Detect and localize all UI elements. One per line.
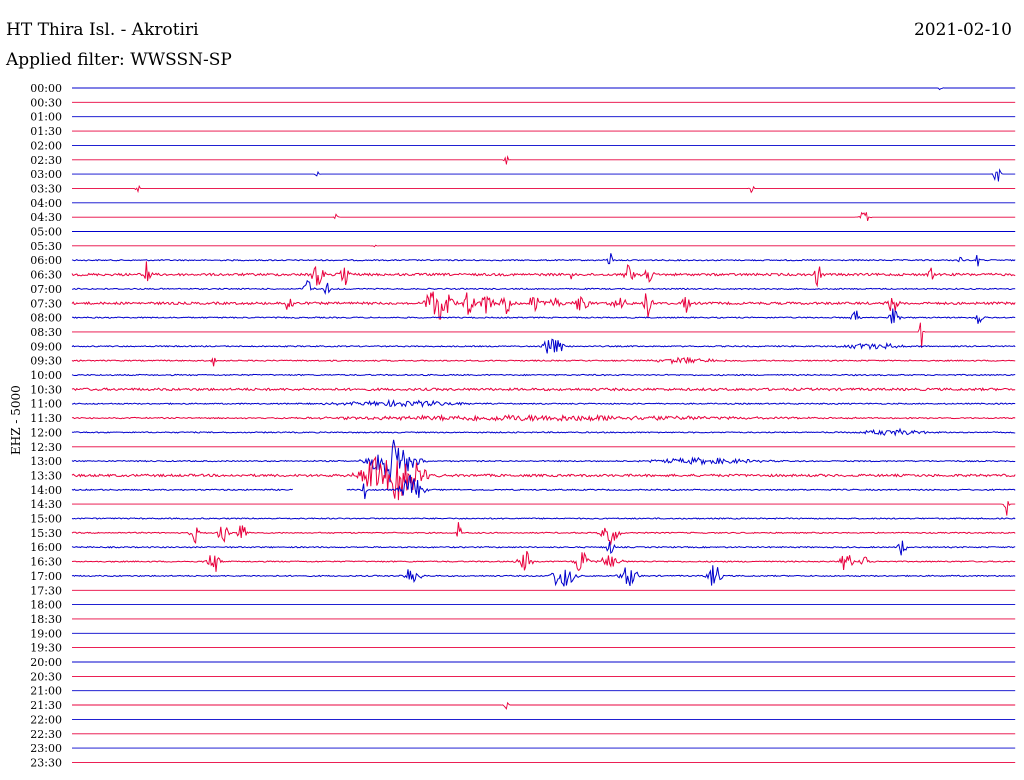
time-label-0430: 04:30 bbox=[30, 211, 62, 224]
time-label-1400: 14:00 bbox=[30, 484, 62, 497]
time-label-2130: 21:30 bbox=[30, 699, 62, 712]
time-label-0800: 08:00 bbox=[30, 312, 62, 325]
time-label-1830: 18:30 bbox=[30, 613, 62, 626]
trace-1700 bbox=[71, 565, 1016, 587]
trace-0300 bbox=[72, 168, 1016, 182]
time-label-0300: 03:00 bbox=[30, 168, 62, 181]
time-label-0000: 00:00 bbox=[30, 82, 62, 95]
time-label-0700: 07:00 bbox=[30, 283, 62, 296]
time-label-2030: 20:30 bbox=[30, 670, 62, 683]
trace-0330 bbox=[72, 184, 1016, 194]
trace-0230 bbox=[72, 155, 1016, 165]
trace-0700 bbox=[71, 279, 1016, 295]
time-label-2000: 20:00 bbox=[30, 656, 62, 669]
time-label-2330: 23:30 bbox=[30, 756, 62, 769]
time-label-0400: 04:00 bbox=[30, 197, 62, 210]
trace-0900 bbox=[71, 338, 1016, 354]
time-label-1900: 19:00 bbox=[30, 627, 62, 640]
time-label-2200: 22:00 bbox=[30, 713, 62, 726]
station-title: HT Thira Isl. - Akrotiri bbox=[6, 20, 199, 40]
time-label-0200: 02:00 bbox=[30, 139, 62, 152]
time-label-1730: 17:30 bbox=[30, 584, 62, 597]
time-label-0600: 06:00 bbox=[30, 254, 62, 267]
trace-2130 bbox=[72, 701, 1016, 710]
time-label-0330: 03:30 bbox=[30, 182, 62, 195]
trace-0630 bbox=[71, 261, 1016, 288]
trace-1200 bbox=[71, 427, 1016, 437]
trace-1630 bbox=[71, 550, 1016, 572]
trace-0930 bbox=[71, 356, 1016, 367]
time-label-0730: 07:30 bbox=[30, 297, 62, 310]
time-label-0830: 08:30 bbox=[30, 326, 62, 339]
time-label-1300: 13:00 bbox=[30, 455, 62, 468]
time-label-2300: 23:00 bbox=[30, 742, 62, 755]
time-label-0030: 00:30 bbox=[30, 96, 62, 109]
trace-0430 bbox=[72, 211, 1016, 222]
trace-1500 bbox=[71, 517, 1016, 520]
time-label-1100: 11:00 bbox=[30, 398, 62, 411]
trace-0000 bbox=[72, 87, 1016, 91]
trace-1430 bbox=[72, 501, 1016, 516]
time-label-0230: 02:30 bbox=[30, 154, 62, 167]
time-label-0130: 01:30 bbox=[30, 125, 62, 138]
time-label-1530: 15:30 bbox=[30, 527, 62, 540]
time-label-1700: 17:00 bbox=[30, 570, 62, 583]
time-label-2100: 21:00 bbox=[30, 685, 62, 698]
trace-0600 bbox=[71, 253, 1016, 267]
time-label-1930: 19:30 bbox=[30, 642, 62, 655]
trace-1030 bbox=[71, 387, 1016, 392]
time-label-1000: 10:00 bbox=[30, 369, 62, 382]
trace-1600 bbox=[71, 540, 1016, 556]
trace-0530 bbox=[72, 244, 1016, 248]
time-label-1130: 11:30 bbox=[30, 412, 62, 425]
time-label-1030: 10:30 bbox=[30, 383, 62, 396]
time-label-0530: 05:30 bbox=[30, 240, 62, 253]
trace-1400 bbox=[71, 474, 1016, 500]
time-label-0630: 06:30 bbox=[30, 269, 62, 282]
time-label-1430: 14:30 bbox=[30, 498, 62, 511]
time-label-1600: 16:00 bbox=[30, 541, 62, 554]
time-label-1800: 18:00 bbox=[30, 599, 62, 612]
date-label: 2021-02-10 bbox=[913, 20, 1012, 40]
trace-1000 bbox=[71, 373, 1016, 377]
filter-label: Applied filter: WWSSN-SP bbox=[6, 50, 232, 70]
time-label-1500: 15:00 bbox=[30, 513, 62, 526]
trace-0730 bbox=[71, 291, 1016, 320]
time-label-0930: 09:30 bbox=[30, 355, 62, 368]
time-label-0100: 01:00 bbox=[30, 111, 62, 124]
trace-1130 bbox=[71, 413, 1016, 423]
time-label-1230: 12:30 bbox=[30, 441, 62, 454]
trace-0830 bbox=[72, 322, 1016, 348]
trace-0800 bbox=[71, 308, 1016, 324]
time-label-1200: 12:00 bbox=[30, 426, 62, 439]
time-label-0500: 05:00 bbox=[30, 226, 62, 239]
time-label-1630: 16:30 bbox=[30, 556, 62, 569]
time-label-1330: 13:30 bbox=[30, 469, 62, 482]
time-label-0900: 09:00 bbox=[30, 340, 62, 353]
trace-1300 bbox=[71, 439, 1016, 483]
trace-1530 bbox=[71, 522, 1016, 546]
trace-1330 bbox=[71, 455, 1016, 501]
time-label-2230: 22:30 bbox=[30, 728, 62, 741]
trace-1100 bbox=[71, 398, 1016, 408]
